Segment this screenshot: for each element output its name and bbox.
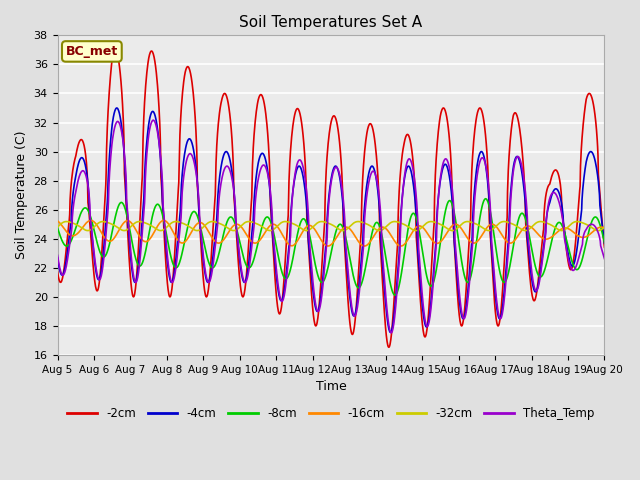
Legend: -2cm, -4cm, -8cm, -16cm, -32cm, Theta_Temp: -2cm, -4cm, -8cm, -16cm, -32cm, Theta_Te…: [63, 402, 600, 425]
Y-axis label: Soil Temperature (C): Soil Temperature (C): [15, 131, 28, 259]
Text: BC_met: BC_met: [66, 45, 118, 58]
X-axis label: Time: Time: [316, 380, 346, 393]
Title: Soil Temperatures Set A: Soil Temperatures Set A: [239, 15, 422, 30]
